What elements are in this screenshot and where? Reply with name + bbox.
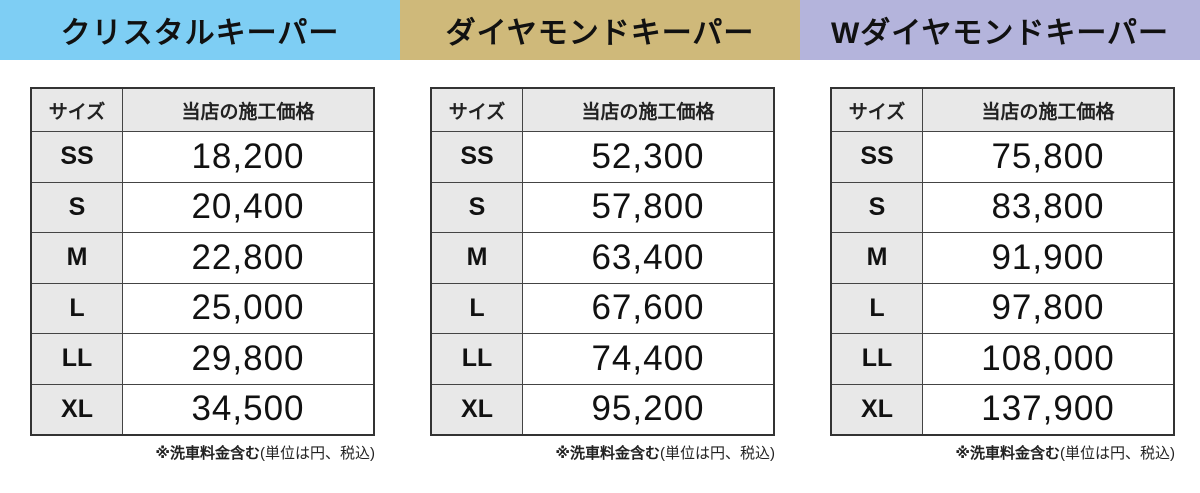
price-cell: 25,000 — [122, 282, 375, 334]
table-row: SS 18,200 — [30, 131, 375, 183]
size-header: サイズ — [30, 87, 123, 132]
size-cell: L — [430, 282, 523, 334]
table-row: SS 52,300 — [430, 131, 775, 183]
table-row: XL 34,500 — [30, 383, 375, 436]
price-panel: クリスタルキーパー サイズ 当店の施工価格 SS 18,200 S 20,400… — [0, 0, 400, 493]
table-header-row: サイズ 当店の施工価格 — [430, 87, 775, 132]
note-bold: ※洗車料金含む — [155, 445, 260, 462]
price-panel: ダイヤモンドキーパー サイズ 当店の施工価格 SS 52,300 S 57,80… — [400, 0, 800, 493]
price-note: ※洗車料金含む(単位は円、税込) — [155, 442, 375, 463]
table-row: XL 137,900 — [830, 383, 1175, 436]
price-cell: 95,200 — [522, 383, 775, 436]
size-cell: M — [30, 232, 123, 284]
table-row: XL 95,200 — [430, 383, 775, 436]
price-table: サイズ 当店の施工価格 SS 75,800 S 83,800 M 91,900 … — [830, 87, 1175, 436]
size-cell: M — [430, 232, 523, 284]
price-cell: 22,800 — [122, 232, 375, 284]
price-cell: 67,600 — [522, 282, 775, 334]
table-row: LL 29,800 — [30, 333, 375, 385]
price-header: 当店の施工価格 — [122, 87, 375, 132]
table-row: S 57,800 — [430, 181, 775, 233]
table-row: LL 108,000 — [830, 333, 1175, 385]
table-row: S 20,400 — [30, 181, 375, 233]
price-cell: 74,400 — [522, 333, 775, 385]
size-header: サイズ — [430, 87, 523, 132]
panel-title: クリスタルキーパー — [0, 0, 400, 60]
table-row: LL 74,400 — [430, 333, 775, 385]
table-row: S 83,800 — [830, 181, 1175, 233]
table-header-row: サイズ 当店の施工価格 — [830, 87, 1175, 132]
price-panel: Wダイヤモンドキーパー サイズ 当店の施工価格 SS 75,800 S 83,8… — [800, 0, 1200, 493]
price-note: ※洗車料金含む(単位は円、税込) — [955, 442, 1175, 463]
table-row: SS 75,800 — [830, 131, 1175, 183]
size-cell: XL — [830, 383, 923, 436]
size-cell: LL — [430, 333, 523, 385]
note-normal: (単位は円、税込) — [260, 445, 375, 462]
table-row: M 63,400 — [430, 232, 775, 284]
price-cell: 75,800 — [922, 131, 1175, 183]
table-row: L 97,800 — [830, 282, 1175, 334]
panel-title: Wダイヤモンドキーパー — [800, 0, 1200, 60]
size-cell: L — [830, 282, 923, 334]
size-header: サイズ — [830, 87, 923, 132]
price-table: サイズ 当店の施工価格 SS 52,300 S 57,800 M 63,400 … — [430, 87, 775, 436]
price-table: サイズ 当店の施工価格 SS 18,200 S 20,400 M 22,800 … — [30, 87, 375, 436]
price-cell: 97,800 — [922, 282, 1175, 334]
size-cell: M — [830, 232, 923, 284]
price-cell: 91,900 — [922, 232, 1175, 284]
size-cell: LL — [830, 333, 923, 385]
table-row: M 91,900 — [830, 232, 1175, 284]
table-row: L 67,600 — [430, 282, 775, 334]
table-row: L 25,000 — [30, 282, 375, 334]
price-note: ※洗車料金含む(単位は円、税込) — [555, 442, 775, 463]
size-cell: L — [30, 282, 123, 334]
price-cell: 34,500 — [122, 383, 375, 436]
price-cell: 108,000 — [922, 333, 1175, 385]
price-header: 当店の施工価格 — [922, 87, 1175, 132]
table-row: M 22,800 — [30, 232, 375, 284]
size-cell: SS — [30, 131, 123, 183]
price-cell: 29,800 — [122, 333, 375, 385]
note-bold: ※洗車料金含む — [955, 445, 1060, 462]
size-cell: SS — [830, 131, 923, 183]
price-header: 当店の施工価格 — [522, 87, 775, 132]
note-bold: ※洗車料金含む — [555, 445, 660, 462]
size-cell: SS — [430, 131, 523, 183]
size-cell: S — [430, 181, 523, 233]
price-cell: 52,300 — [522, 131, 775, 183]
note-normal: (単位は円、税込) — [1060, 445, 1175, 462]
price-cell: 63,400 — [522, 232, 775, 284]
size-cell: XL — [430, 383, 523, 436]
price-cell: 57,800 — [522, 181, 775, 233]
size-cell: S — [30, 181, 123, 233]
note-normal: (単位は円、税込) — [660, 445, 775, 462]
size-cell: LL — [30, 333, 123, 385]
panel-title: ダイヤモンドキーパー — [400, 0, 800, 60]
size-cell: XL — [30, 383, 123, 436]
size-cell: S — [830, 181, 923, 233]
price-cell: 83,800 — [922, 181, 1175, 233]
price-cell: 137,900 — [922, 383, 1175, 436]
table-header-row: サイズ 当店の施工価格 — [30, 87, 375, 132]
price-cell: 20,400 — [122, 181, 375, 233]
price-cell: 18,200 — [122, 131, 375, 183]
